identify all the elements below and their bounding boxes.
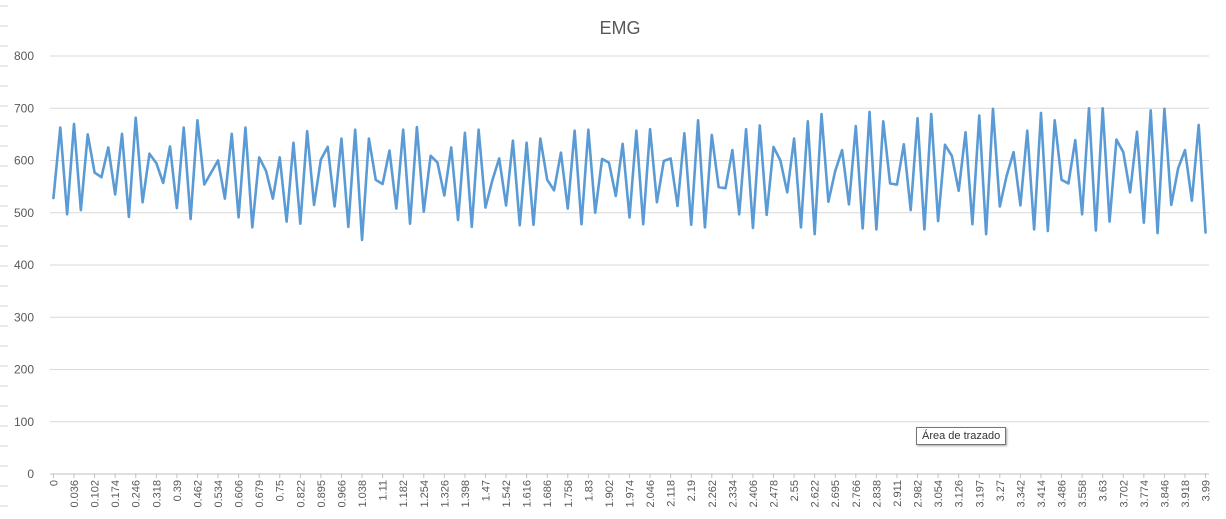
x-tick-label: 2.334	[727, 480, 739, 508]
x-tick-label: 3.486	[1057, 480, 1069, 508]
x-tick-label: 2.046	[645, 480, 657, 508]
x-tick-label: 0.174	[110, 480, 122, 508]
x-tick-label: 1.47	[480, 480, 492, 501]
x-tick-label: 2.622	[810, 480, 822, 508]
y-tick-label: 0	[27, 467, 34, 481]
x-tick-label: 1.616	[522, 480, 534, 508]
x-tick-label: 2.695	[830, 480, 842, 508]
x-tick-label: 3.054	[933, 480, 945, 508]
x-tick-label: 1.11	[378, 480, 390, 501]
y-axis: 0 100 200 300 400 500 600 700 800	[14, 49, 34, 481]
x-tick-label: 2.982	[913, 480, 925, 508]
plot-area[interactable]	[52, 106, 1207, 242]
chart-area[interactable]: EMG 0 100 200 300 400 500 600 700 800 0 0.036 0.10…	[8, 0, 1226, 519]
x-tick-label: 2.262	[707, 480, 719, 508]
y-tick-label: 300	[14, 310, 34, 324]
x-tick-label: 0.246	[131, 480, 143, 508]
x-tick-label: 1.182	[398, 480, 410, 508]
x-tick-label: 2.55	[789, 480, 801, 501]
x-tick-label: 1.974	[625, 480, 637, 508]
x-tick-label: 0	[48, 480, 60, 486]
x-tick-label: 2.118	[666, 480, 678, 507]
x-tick-label: 0.895	[316, 480, 328, 508]
y-tick-label: 800	[14, 49, 34, 63]
x-tick-label: 3.197	[974, 480, 986, 508]
x-tick-label: 0.462	[192, 480, 204, 508]
x-tick-label: 1.542	[501, 480, 513, 508]
emg-series-line[interactable]	[52, 106, 1207, 242]
x-tick-label: 2.766	[851, 480, 863, 508]
y-tick-label: 100	[14, 415, 34, 429]
x-tick-label: 0.036	[69, 480, 81, 508]
x-tick-label: 1.686	[542, 480, 554, 508]
plot-area-tooltip: Área de trazado	[916, 427, 1007, 445]
x-tick-label: 2.838	[871, 480, 883, 508]
x-tick-label: 2.911	[892, 480, 904, 507]
x-tick-label: 3.702	[1118, 480, 1130, 508]
x-tick-label: 0.534	[213, 480, 225, 508]
x-tick-label: 0.318	[151, 480, 163, 508]
line-chart: EMG 0 100 200 300 400 500 600 700 800 0 0.036 0.10…	[14, 18, 1213, 508]
y-tick-label: 400	[14, 258, 34, 272]
x-tick-label: 1.902	[604, 480, 616, 508]
y-tick-label: 700	[14, 101, 34, 115]
x-tick-label: 3.558	[1077, 480, 1089, 508]
x-tick-label: 0.102	[90, 480, 102, 508]
x-tick-label: 3.126	[954, 480, 966, 508]
x-tick-label: 2.406	[748, 480, 760, 508]
y-tick-label: 500	[14, 206, 34, 220]
x-tick-label: 0.822	[295, 480, 307, 508]
x-tick-label: 1.398	[460, 480, 472, 508]
x-tick-label: 2.478	[769, 480, 781, 508]
y-tick-label: 200	[14, 363, 34, 377]
x-tick-label: 3.846	[1159, 480, 1171, 508]
x-tick-label: 1.254	[419, 480, 431, 508]
x-axis: 0 0.036 0.102 0.174 0.246 0.318 0.39 0.462 0.534…	[48, 474, 1213, 508]
x-tick-label: 3.27	[995, 480, 1007, 501]
x-tick-label: 3.774	[1139, 480, 1151, 508]
x-tick-label: 0.75	[275, 480, 287, 501]
x-tick-label: 3.918	[1180, 480, 1192, 508]
x-tick-label: 2.19	[686, 480, 698, 501]
y-tick-label: 600	[14, 154, 34, 168]
x-tick-label: 3.342	[1015, 480, 1027, 508]
x-tick-label: 0.679	[254, 480, 266, 508]
x-tick-label: 0.606	[234, 480, 246, 508]
x-tick-label: 3.99	[1201, 480, 1213, 501]
x-tick-label: 1.83	[583, 480, 595, 501]
x-tick-label: 1.758	[563, 480, 575, 508]
x-tick-label: 1.038	[357, 480, 369, 508]
x-tick-label: 0.39	[172, 480, 184, 501]
x-tick-label: 3.63	[1098, 480, 1110, 501]
x-tick-label: 3.414	[1036, 480, 1048, 508]
x-tick-label: 0.966	[336, 480, 348, 508]
chart-title: EMG	[599, 18, 640, 38]
gridlines	[50, 55, 1209, 475]
x-tick-label: 1.326	[439, 480, 451, 508]
